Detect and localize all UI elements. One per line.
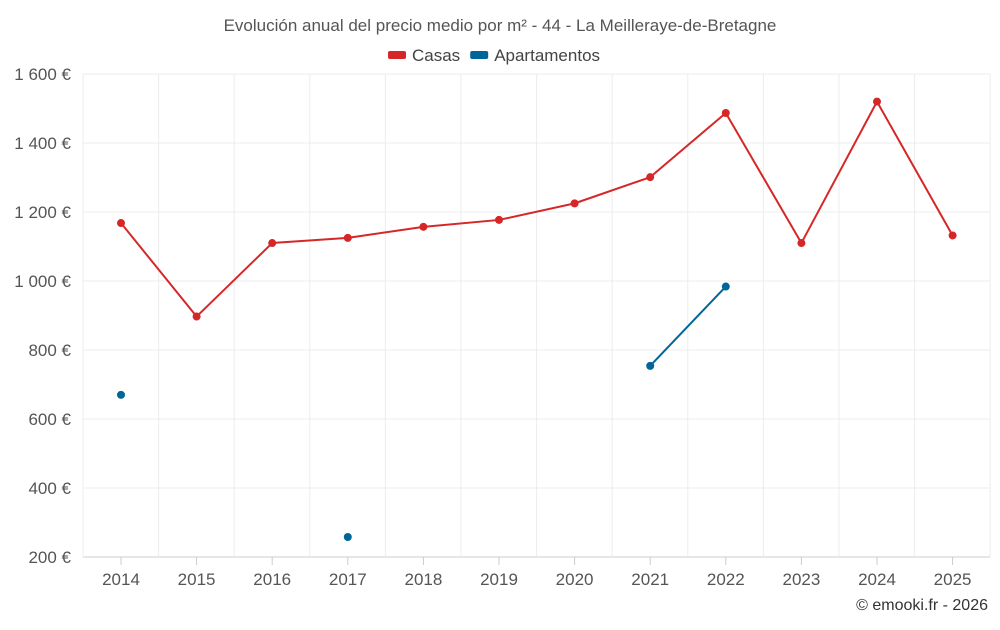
data-point[interactable] [117,390,125,399]
x-tick-label: 2020 [556,570,594,589]
y-tick-label: 400 € [28,479,71,498]
x-tick-label: 2017 [329,570,367,589]
legend: Casas Apartamentos [388,46,600,65]
x-tick-label: 2016 [253,570,291,589]
y-tick-label: 1 000 € [14,272,71,291]
x-tick-label: 2021 [631,570,669,589]
x-tick-label: 2025 [934,570,972,589]
series-line [120,100,954,318]
credit-text: © emooki.fr - 2026 [856,597,988,614]
data-point[interactable] [419,222,428,231]
data-point[interactable] [646,361,655,370]
data-point[interactable] [873,97,881,106]
data-point[interactable] [117,219,125,228]
data-point[interactable] [495,215,503,224]
data-point[interactable] [721,282,730,291]
y-tick-label: 1 200 € [14,203,71,222]
legend-swatch [388,51,406,59]
series-layer [117,97,957,541]
data-point[interactable] [570,199,579,208]
x-tick-label: 2018 [404,570,442,589]
data-point[interactable] [646,173,655,182]
y-tick-label: 200 € [28,548,71,567]
y-tick-label: 800 € [28,341,71,360]
y-tick-label: 1 400 € [14,134,71,153]
data-point[interactable] [343,233,352,242]
x-tick-label: 2014 [102,570,140,589]
data-point[interactable] [721,108,730,117]
legend-label: Casas [412,46,460,65]
x-tick-label: 2019 [480,570,518,589]
chart-title: Evolución anual del precio medio por m² … [224,16,777,35]
data-point[interactable] [268,239,277,248]
series-line [649,285,727,367]
legend-label: Apartamentos [494,46,600,65]
data-point[interactable] [343,532,352,541]
legend-item-0[interactable]: Casas [388,46,460,65]
data-point[interactable] [192,312,201,321]
y-tick-label: 1 600 € [14,65,71,84]
series-0 [117,97,957,321]
series-1 [117,282,730,541]
legend-swatch [470,51,489,59]
x-tick-label: 2023 [782,570,820,589]
data-point[interactable] [797,239,806,248]
data-point[interactable] [948,231,957,240]
axes: 200 € 400 € 600 € 800 € 1 000 € 1 200 € 1 400 … [14,65,971,589]
x-tick-label: 2024 [858,570,896,589]
x-tick-label: 2022 [707,570,745,589]
y-tick-label: 600 € [28,410,71,429]
legend-item-1[interactable]: Apartamentos [470,46,600,65]
x-tick-label: 2015 [178,570,216,589]
